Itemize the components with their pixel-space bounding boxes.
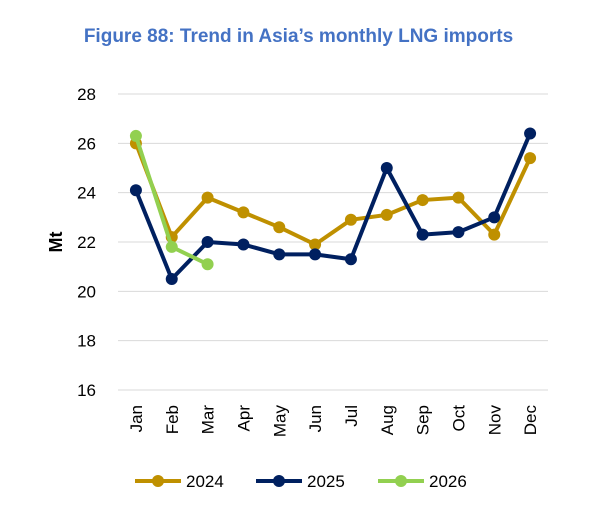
data-point xyxy=(129,184,142,197)
x-tick-label: Aug xyxy=(378,405,397,435)
data-point xyxy=(452,226,465,239)
gridlines xyxy=(118,93,548,391)
data-point xyxy=(344,213,357,226)
legend-label: 2025 xyxy=(307,472,345,491)
legend-swatch-marker xyxy=(395,475,407,487)
y-tick-label: 24 xyxy=(77,184,96,203)
data-point xyxy=(273,248,286,261)
data-point xyxy=(309,248,322,261)
data-point xyxy=(488,211,501,224)
series xyxy=(129,127,537,285)
data-point xyxy=(452,191,465,204)
data-point xyxy=(165,240,178,253)
data-point xyxy=(380,208,393,221)
legend-swatch-marker xyxy=(273,475,285,487)
series-2026 xyxy=(129,129,214,271)
y-tick-label: 26 xyxy=(77,134,96,153)
data-point xyxy=(344,253,357,266)
x-axis-ticks: Jan Feb Mar Apr May Jun Jul Aug Sep Oct Nov Dec xyxy=(127,405,540,438)
legend: 2024 2025 2026 xyxy=(135,472,467,491)
y-tick-label: 28 xyxy=(77,85,96,104)
data-point xyxy=(201,258,214,271)
data-point xyxy=(273,221,286,234)
x-tick-label: May xyxy=(270,405,289,438)
data-point xyxy=(129,129,142,142)
data-point xyxy=(416,228,429,241)
x-tick-label: Oct xyxy=(449,405,468,432)
legend-swatch-marker xyxy=(152,475,164,487)
x-tick-label: Dec xyxy=(521,405,540,436)
data-point xyxy=(237,238,250,251)
data-point xyxy=(201,191,214,204)
y-axis-label: Mt xyxy=(46,232,66,253)
series-2024 xyxy=(129,137,537,251)
x-tick-label: Jan xyxy=(127,405,146,432)
x-tick-label: Sep xyxy=(414,405,433,435)
data-point xyxy=(380,162,393,174)
x-tick-label: Nov xyxy=(485,405,504,436)
legend-item: 2026 xyxy=(378,472,467,491)
legend-label: 2024 xyxy=(186,472,224,491)
x-tick-label: Feb xyxy=(163,405,182,434)
legend-item: 2024 xyxy=(135,472,224,491)
data-point xyxy=(416,194,429,207)
y-tick-label: 16 xyxy=(77,381,96,400)
y-tick-label: 18 xyxy=(77,332,96,351)
data-point xyxy=(201,236,214,248)
y-axis-ticks: 16 18 20 22 24 26 28 xyxy=(77,85,96,400)
data-point xyxy=(237,206,250,219)
x-tick-label: Apr xyxy=(234,405,253,432)
legend-label: 2026 xyxy=(429,472,467,491)
x-tick-label: Jun xyxy=(306,405,325,432)
series-2025 xyxy=(129,127,537,285)
data-point xyxy=(165,273,178,285)
x-tick-label: Jul xyxy=(342,405,361,427)
series-line xyxy=(133,131,533,281)
x-tick-label: Mar xyxy=(199,405,218,435)
y-tick-label: 22 xyxy=(77,233,96,252)
data-point xyxy=(488,228,501,241)
data-point xyxy=(524,127,537,140)
y-tick-label: 20 xyxy=(77,282,96,301)
series-line xyxy=(133,141,533,247)
data-point xyxy=(309,238,322,251)
data-point xyxy=(524,152,537,165)
legend-item: 2025 xyxy=(256,472,345,491)
chart-title: Figure 88: Trend in Asia’s monthly LNG i… xyxy=(83,26,514,47)
